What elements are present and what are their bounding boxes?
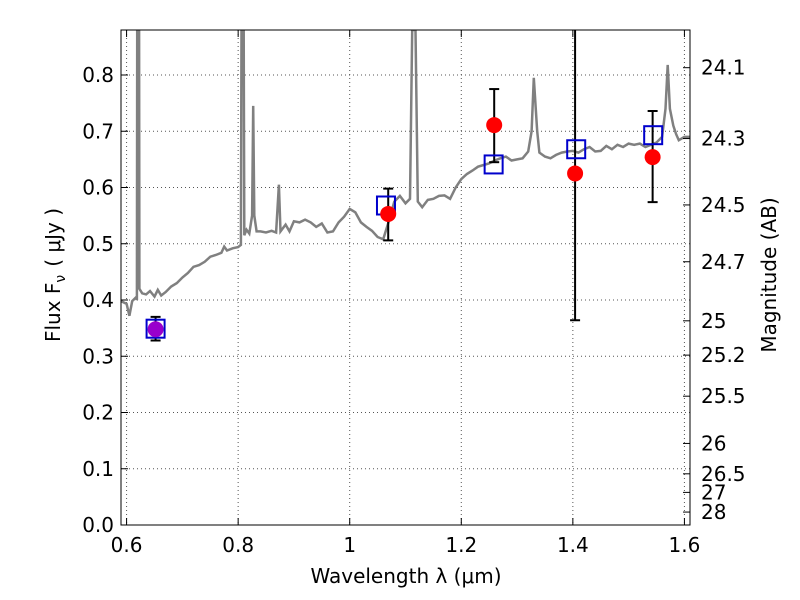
y-tick-label: 0.1 (82, 457, 114, 481)
model-photometry-marker (145, 318, 166, 339)
x-tick-label: 1.4 (557, 533, 589, 557)
y-tick-label: 0.3 (82, 344, 114, 368)
model-photometry-marker (483, 154, 504, 175)
x-tick-label: 1.2 (445, 533, 477, 557)
right-axis-label: Magnitude (AB) (757, 197, 781, 352)
model-spectrum (121, 30, 690, 317)
observed-flux-point (567, 165, 584, 182)
x-tick-label: 0.6 (111, 533, 143, 557)
x-tick-label: 0.8 (222, 533, 254, 557)
plot-frame (120, 29, 691, 526)
right-tick-label: 27 (701, 480, 726, 504)
y-axis-label-unit: ( μJy ) (41, 208, 65, 267)
y-tick-label: 0.6 (82, 176, 114, 200)
right-tick-label: 24.5 (701, 193, 746, 217)
y-tick-label: 0.8 (82, 63, 114, 87)
x-tick-label: 1.6 (669, 533, 701, 557)
model-spectrum-line (121, 30, 690, 317)
y-axis-label-main: Flux F (41, 283, 65, 342)
model-photometry-marker (566, 139, 587, 160)
y-tick-label: 0.7 (82, 119, 114, 143)
model-photometry-marker (643, 125, 664, 146)
y-tick-label: 0.4 (82, 288, 114, 312)
right-tick-label: 24.3 (701, 127, 746, 151)
observed-flux-point (380, 205, 397, 222)
photometry-points (145, 30, 664, 342)
right-tick-label: 24.7 (701, 250, 746, 274)
y-tick-label: 0.2 (82, 401, 114, 425)
y-axis-label: Flux Fν ( μJy ) (41, 208, 69, 342)
observed-flux-point (486, 117, 503, 134)
y-tick-label: 0.0 (82, 513, 114, 537)
grid-lines (121, 30, 690, 526)
right-tick-label: 25.5 (701, 384, 746, 408)
observed-flux-point (147, 321, 164, 338)
y-tick-label: 0.5 (82, 232, 114, 256)
y-axis-label-subscript: ν (53, 275, 69, 283)
x-axis-label: Wavelength λ (μm) (310, 564, 501, 588)
right-tick-label: 24.1 (701, 56, 746, 80)
right-tick-label: 26 (701, 431, 726, 455)
right-tick-label: 28 (701, 500, 726, 524)
right-tick-label: 25 (701, 309, 726, 333)
observed-flux-point (644, 149, 661, 166)
right-tick-label: 26.5 (701, 462, 746, 486)
axis-ticks: 0.6 0.8 1 1.2 1.4 1.6 0.0 0.1 0.2 0.3 0.4 0.5 0.6 0.7… (82, 30, 746, 557)
right-tick-label: 25.2 (701, 343, 746, 367)
x-tick-label: 1 (343, 533, 356, 557)
